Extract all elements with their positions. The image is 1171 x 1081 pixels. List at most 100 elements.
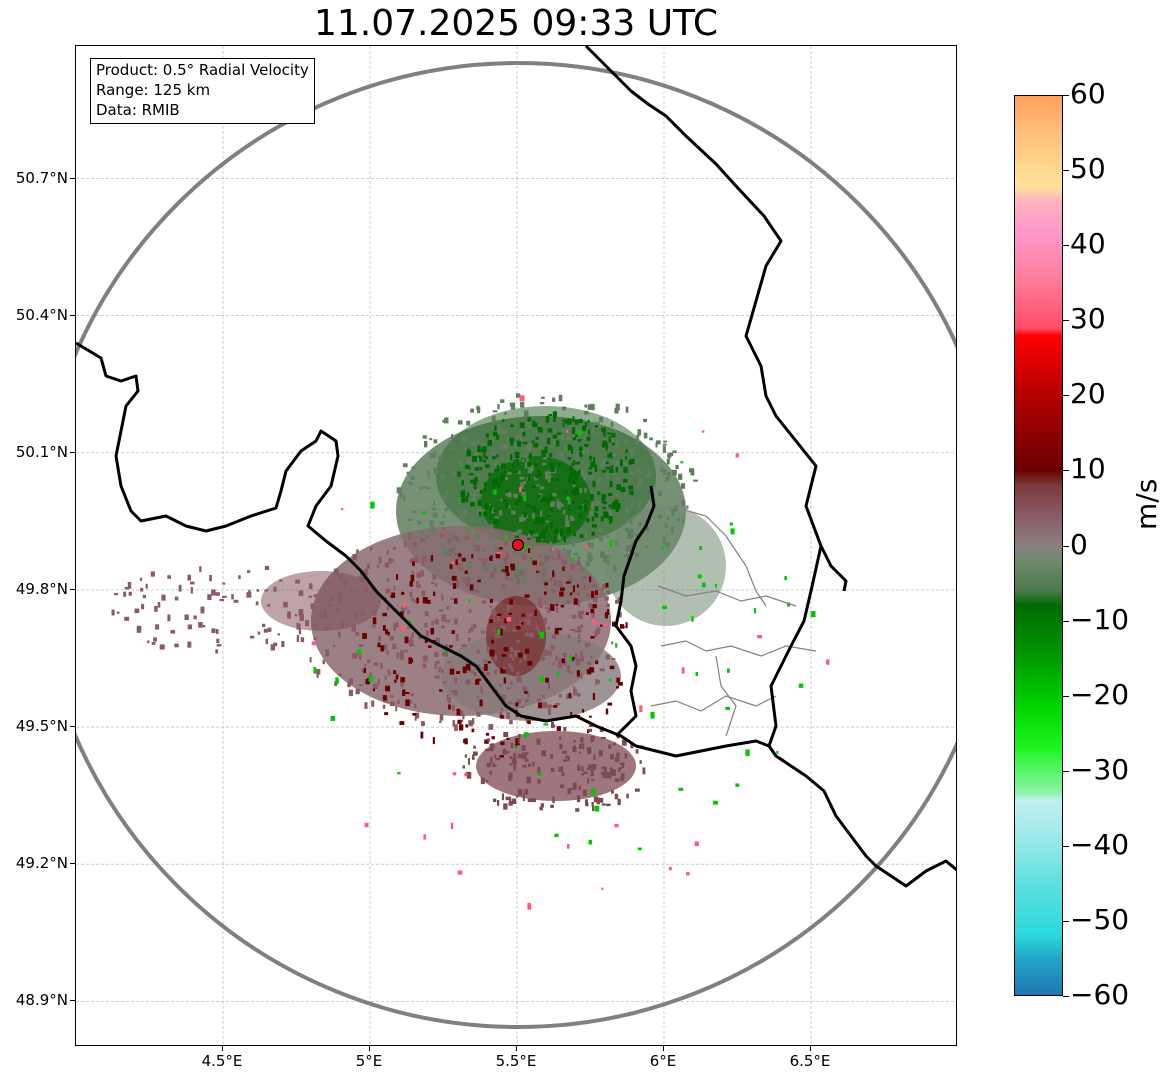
- radar-pixel: [527, 461, 532, 467]
- radar-pixel: [515, 393, 521, 398]
- radar-pixel: [584, 422, 588, 427]
- radar-pixel: [617, 768, 621, 773]
- radar-pixel: [511, 798, 517, 804]
- radar-pixel: [573, 458, 579, 462]
- radar-pixel: [522, 686, 526, 691]
- radar-pixel: [527, 442, 531, 448]
- radar-pixel: [547, 434, 551, 438]
- radar-pixel: [464, 738, 468, 745]
- radar-pixel: [485, 748, 489, 752]
- radar-pixel: [566, 581, 571, 584]
- radar-pixel: [111, 609, 115, 616]
- radar-pixel: [297, 624, 301, 630]
- radar-pixel: [541, 540, 546, 543]
- info-range: Range: 125 km: [96, 81, 211, 99]
- radar-pixel: [489, 531, 492, 536]
- radar-pixel: [386, 604, 389, 611]
- radar-pixel: [557, 532, 562, 540]
- radar-pixel: [463, 739, 466, 744]
- radar-pixel: [461, 644, 467, 648]
- radar-pixel: [538, 605, 543, 608]
- radar-pixel: [681, 483, 686, 489]
- radar-pixel: [528, 763, 531, 768]
- radar-pixel: [450, 447, 455, 450]
- radar-pixel: [557, 445, 560, 448]
- colorbar-tick-mark: [1063, 845, 1069, 847]
- radar-pixel: [449, 645, 453, 648]
- radar-pixel: [613, 460, 616, 463]
- radar-pixel: [529, 542, 535, 550]
- radar-pixel: [594, 506, 599, 512]
- radar-pixel: [580, 651, 583, 658]
- radar-pixel: [455, 633, 459, 641]
- radar-pixel: [605, 472, 609, 479]
- radar-pixel: [578, 446, 583, 451]
- radar-pixel: [539, 510, 543, 517]
- radar-pixel: [602, 506, 606, 510]
- radar-pixel: [611, 790, 614, 794]
- radar-pixel: [594, 512, 597, 518]
- radar-pixel: [524, 788, 529, 795]
- radar-pixel: [540, 531, 546, 539]
- radar-pixel: [519, 516, 524, 522]
- radar-pixel: [600, 551, 605, 558]
- radar-pixel: [396, 574, 399, 580]
- radar-pixel: [494, 516, 499, 519]
- radar-pixel: [552, 411, 557, 418]
- radar-pixel: [596, 797, 600, 805]
- radar-pixel: [592, 619, 597, 625]
- radar-pixel: [520, 482, 524, 489]
- radar-pixel: [358, 576, 363, 580]
- radar-pixel: [574, 430, 580, 433]
- radar-pixel: [589, 724, 593, 727]
- radar-pixel: [356, 549, 359, 554]
- radar-pixel: [492, 764, 497, 767]
- radar-pixel: [639, 705, 643, 713]
- radar-pixel: [623, 466, 628, 473]
- radar-pixel: [583, 474, 588, 481]
- radar-pixel: [537, 508, 540, 514]
- radar-pixel: [489, 770, 493, 775]
- radar-pixel: [468, 758, 470, 765]
- radar-pixel: [376, 564, 380, 568]
- radar-pixel: [624, 753, 628, 759]
- radar-pixel: [406, 471, 410, 475]
- radar-pixel: [114, 592, 119, 596]
- radar-pixel: [473, 672, 477, 677]
- radar-pixel: [411, 632, 414, 638]
- radar-pixel: [565, 520, 570, 528]
- radar-pixel: [572, 416, 575, 423]
- radar-pixel: [473, 533, 478, 536]
- radar-pixel: [540, 516, 545, 524]
- radar-pixel: [400, 681, 404, 688]
- radar-pixel: [798, 683, 804, 688]
- radar-pixel: [495, 553, 501, 559]
- radar-pixel: [459, 710, 464, 714]
- radar-pixel: [382, 695, 387, 701]
- radar-pixel: [552, 434, 557, 439]
- radar-pixel: [567, 526, 571, 534]
- lat-tick-mark: [70, 177, 75, 179]
- radar-pixel: [489, 598, 493, 603]
- radar-pixel: [546, 437, 551, 445]
- radar-pixel: [446, 694, 449, 702]
- radar-pixel: [538, 427, 543, 433]
- radar-pixel: [494, 546, 500, 552]
- radar-pixel: [602, 440, 607, 446]
- radar-pixel: [441, 625, 445, 629]
- radar-pixel: [487, 439, 492, 446]
- radar-pixel: [488, 472, 492, 477]
- radar-pixel: [524, 618, 530, 621]
- radar-pixel: [615, 508, 619, 513]
- radar-pixel: [202, 624, 206, 628]
- radar-pixel: [578, 751, 581, 754]
- radar-pixel: [491, 479, 495, 484]
- radar-pixel: [626, 793, 629, 799]
- radar-pixel: [583, 504, 588, 512]
- radar-pixel: [477, 579, 481, 583]
- radar-pixel: [569, 655, 573, 662]
- radar-pixel: [621, 764, 625, 768]
- radar-pixel: [535, 484, 540, 487]
- radar-pixel: [582, 610, 585, 616]
- radar-pixel: [424, 622, 428, 628]
